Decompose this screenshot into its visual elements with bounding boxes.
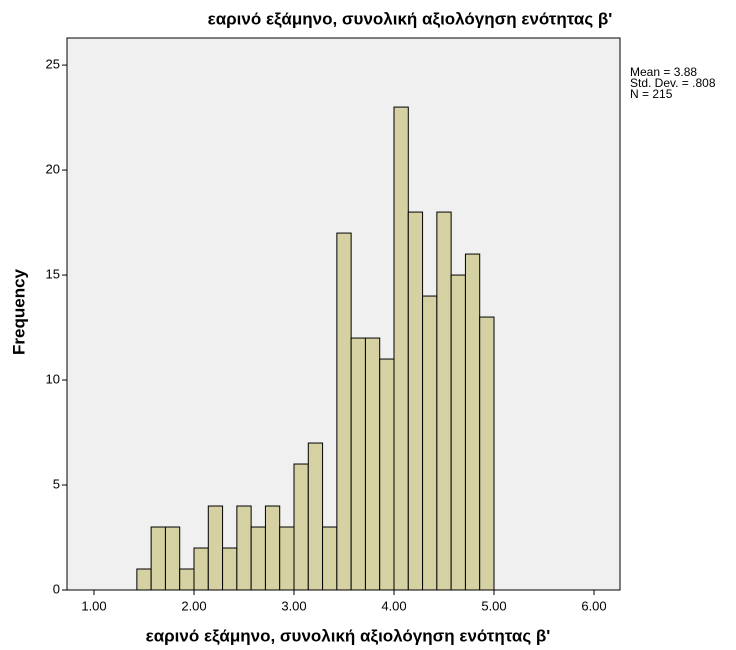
y-tick-label: 10 (46, 371, 60, 386)
bar (393, 106, 409, 591)
stats-annotation: N = 215 (630, 87, 673, 101)
y-tick-label: 0 (53, 581, 60, 596)
y-tick-label: 25 (46, 57, 60, 72)
bar (250, 526, 266, 591)
bar (164, 526, 181, 591)
bar (464, 253, 481, 591)
bar (236, 505, 252, 591)
x-axis-title: εαρινό εξάμηνο, συνολική αξιολόγηση ενότ… (146, 626, 551, 645)
y-axis-title: Frequency (9, 268, 28, 355)
y-tick-label: 20 (46, 162, 60, 177)
x-tick-label: 3.00 (281, 598, 306, 613)
bar (293, 463, 309, 591)
x-tick-label: 2.00 (181, 598, 206, 613)
bar (422, 295, 438, 591)
bar (436, 211, 452, 591)
chart-title: εαρινό εξάμηνο, συνολική αξιολόγηση ενότ… (208, 9, 613, 28)
bar (307, 442, 324, 591)
bar (193, 547, 209, 591)
bar (407, 211, 424, 591)
y-tick-label: 5 (53, 476, 60, 491)
bar (222, 547, 238, 591)
x-tick-label: 5.00 (481, 598, 506, 613)
x-tick-label: 6.00 (581, 598, 606, 613)
x-tick-label: 1.00 (81, 598, 106, 613)
bar (364, 337, 381, 591)
bar (479, 316, 495, 591)
bar (136, 568, 152, 591)
bar (150, 526, 166, 591)
bar (350, 337, 366, 591)
bar (450, 274, 466, 591)
stats-annotation: Std. Dev. = .808 (630, 76, 716, 90)
bar (179, 568, 195, 591)
bar (207, 505, 224, 591)
bar (379, 358, 395, 591)
y-tick-label: 15 (46, 266, 60, 281)
bar (279, 526, 295, 591)
bar (264, 505, 281, 591)
x-tick-label: 4.00 (381, 598, 406, 613)
bar (336, 232, 352, 591)
bar (322, 526, 338, 591)
stats-annotation: Mean = 3.88 (630, 65, 697, 79)
